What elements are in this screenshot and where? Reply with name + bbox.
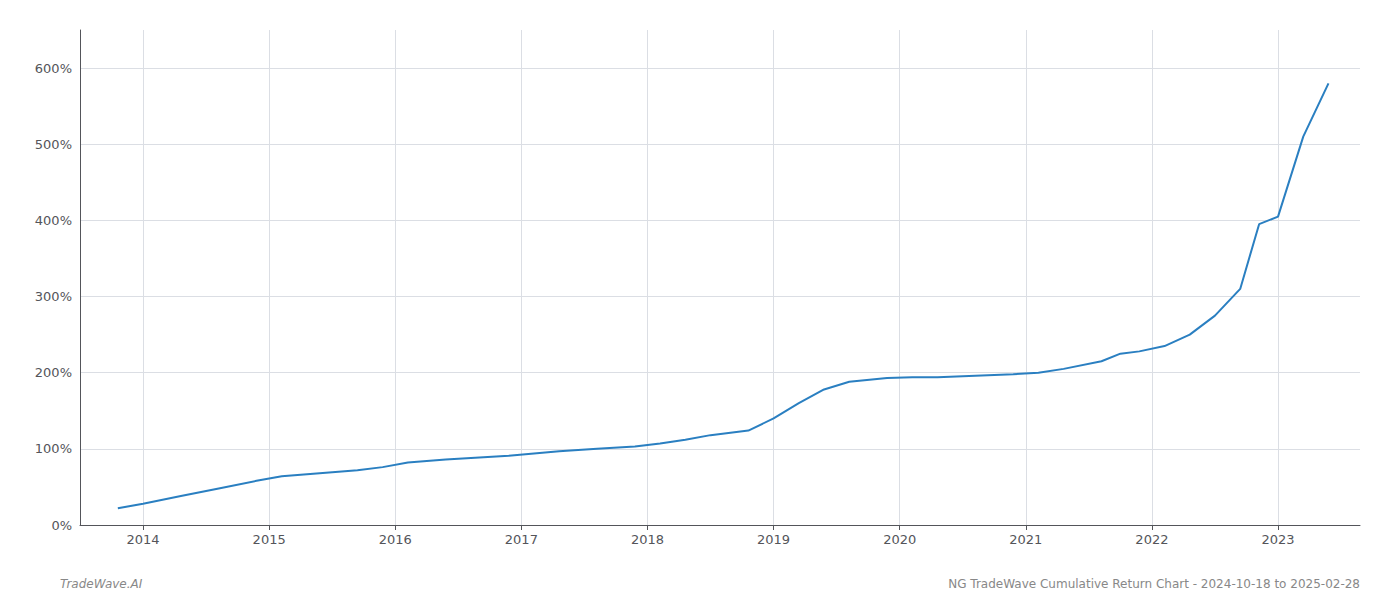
svg-text:500%: 500% [35, 137, 72, 152]
svg-text:2017: 2017 [505, 532, 538, 547]
svg-text:2015: 2015 [253, 532, 286, 547]
svg-text:600%: 600% [35, 61, 72, 76]
svg-text:2016: 2016 [379, 532, 412, 547]
svg-text:200%: 200% [35, 365, 72, 380]
svg-text:400%: 400% [35, 213, 72, 228]
svg-text:TradeWave.AI: TradeWave.AI [60, 577, 143, 591]
svg-text:2014: 2014 [127, 532, 160, 547]
svg-text:NG TradeWave Cumulative Return: NG TradeWave Cumulative Return Chart - 2… [948, 577, 1360, 591]
svg-text:300%: 300% [35, 289, 72, 304]
svg-text:2023: 2023 [1261, 532, 1294, 547]
svg-text:0%: 0% [51, 518, 72, 533]
svg-text:2019: 2019 [757, 532, 790, 547]
svg-text:2020: 2020 [883, 532, 916, 547]
svg-text:2021: 2021 [1009, 532, 1042, 547]
svg-text:100%: 100% [35, 441, 72, 456]
svg-text:2018: 2018 [631, 532, 664, 547]
svg-text:2022: 2022 [1135, 532, 1168, 547]
